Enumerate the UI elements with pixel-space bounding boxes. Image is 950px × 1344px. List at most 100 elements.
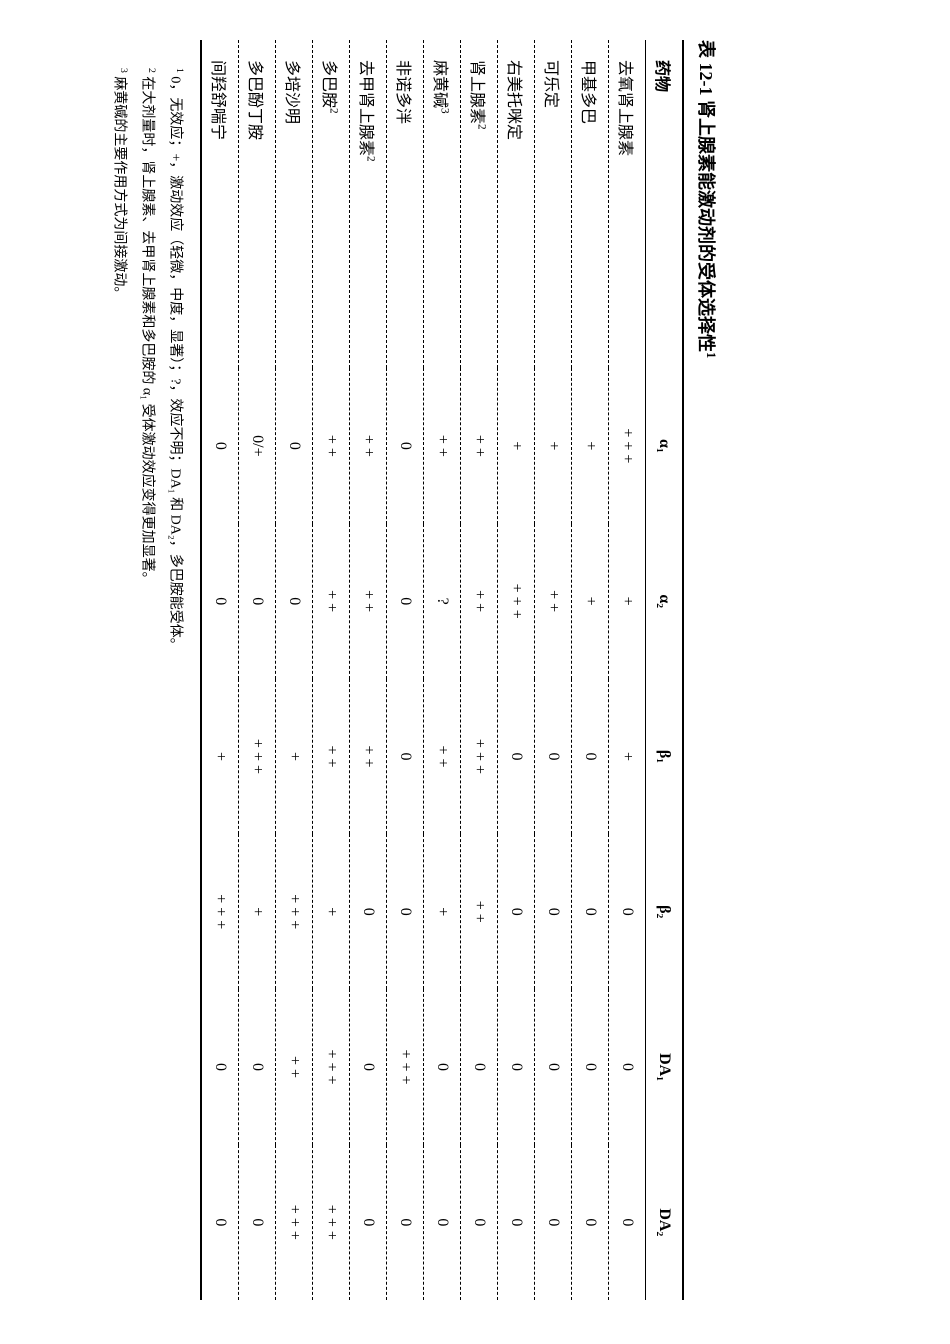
cell-b1: 0 [572, 679, 609, 834]
table-row: 去氧肾上腺素+ + +++000 [609, 40, 646, 1300]
table-title: 表 12-1 肾上腺素能激动剂的受体选择性1 [694, 40, 720, 1300]
cell-b1: 0 [498, 679, 535, 834]
col-header-a2: α₂ [646, 524, 684, 679]
cell-da1: 0 [609, 989, 646, 1144]
cell-a1: 0/+ [239, 368, 276, 523]
cell-da2: 0 [535, 1145, 572, 1300]
drug-name: 甲基多巴 [579, 60, 596, 124]
title-text: 表 12-1 肾上腺素能激动剂的受体选择性 [696, 40, 716, 352]
cell-b1: + [201, 679, 239, 834]
cell-b2: 0 [350, 834, 387, 989]
cell-a1: + + [461, 368, 498, 523]
table-row: 多巴胺2+ ++ ++ +++ + ++ + + [313, 40, 350, 1300]
cell-da2: 0 [498, 1145, 535, 1300]
cell-drug: 多巴胺2 [313, 40, 350, 368]
cell-a2: 0 [239, 524, 276, 679]
cell-da2: 0 [572, 1145, 609, 1300]
cell-da1: + + [276, 989, 313, 1144]
drug-sup: 2 [475, 124, 487, 130]
cell-da1: + + + [313, 989, 350, 1144]
selectivity-table: 药物 α₁ α₂ β₁ β₂ DA₁ DA₂ 去氧肾上腺素+ + +++000甲… [200, 40, 684, 1300]
col-header-drug: 药物 [646, 40, 684, 368]
table-body: 去氧肾上腺素+ + +++000甲基多巴++0000可乐定++ +0000右美托… [201, 40, 646, 1300]
drug-sup: 2 [327, 108, 339, 114]
cell-drug: 肾上腺素2 [461, 40, 498, 368]
cell-a2: + + [461, 524, 498, 679]
drug-name: 麻黄碱 [431, 60, 448, 108]
cell-drug: 去甲肾上腺素2 [350, 40, 387, 368]
cell-b1: + [276, 679, 313, 834]
cell-a1: + [535, 368, 572, 523]
footnote: 1 0，无效应；+，激动效应（轻微，中度，显著）；?，效应不明；DA₁ 和 DA… [162, 40, 188, 1300]
cell-a2: + + [535, 524, 572, 679]
cell-b1: 0 [387, 679, 424, 834]
table-row: 间羟舒喘宁00++ + +00 [201, 40, 239, 1300]
cell-da2: 0 [609, 1145, 646, 1300]
cell-b1: + + [424, 679, 461, 834]
cell-a1: + [498, 368, 535, 523]
table-row: 肾上腺素2+ ++ ++ + ++ +00 [461, 40, 498, 1300]
cell-a2: + [609, 524, 646, 679]
cell-drug: 多培沙明 [276, 40, 313, 368]
cell-da2: 0 [201, 1145, 239, 1300]
footnote: 3 麻黄碱的主要作用方式为间接激动。 [106, 40, 132, 1300]
cell-drug: 去氧肾上腺素 [609, 40, 646, 368]
cell-b1: + [609, 679, 646, 834]
cell-a2: + + [313, 524, 350, 679]
cell-a2: + + [350, 524, 387, 679]
cell-a2: ? [424, 524, 461, 679]
col-header-a1: α₁ [646, 368, 684, 523]
drug-name: 非诺多泮 [394, 60, 411, 124]
cell-b2: 0 [387, 834, 424, 989]
drug-name: 右美托咪定 [505, 60, 522, 140]
cell-da2: 0 [387, 1145, 424, 1300]
cell-b1: + + [350, 679, 387, 834]
drug-name: 多培沙明 [283, 60, 300, 124]
cell-da2: + + + [313, 1145, 350, 1300]
cell-b2: + [424, 834, 461, 989]
footnote-text: 0，无效应；+，激动效应（轻微，中度，显著）；?，效应不明；DA₁ 和 DA₂，… [167, 73, 182, 652]
cell-b2: + + + [276, 834, 313, 989]
footnotes: 1 0，无效应；+，激动效应（轻微，中度，显著）；?，效应不明；DA₁ 和 DA… [106, 40, 188, 1300]
cell-a1: 0 [201, 368, 239, 523]
cell-da2: 0 [239, 1145, 276, 1300]
cell-a2: 0 [201, 524, 239, 679]
cell-a1: 0 [387, 368, 424, 523]
cell-drug: 麻黄碱3 [424, 40, 461, 368]
cell-da2: 0 [350, 1145, 387, 1300]
footnote: 2 在大剂量时，肾上腺素、去甲肾上腺素和多巴胺的 α₁ 受体激动效应变得更加显著… [134, 40, 160, 1300]
cell-a1: + + + [609, 368, 646, 523]
drug-name: 可乐定 [542, 60, 559, 108]
col-header-b2: β₂ [646, 834, 684, 989]
cell-a1: + + [313, 368, 350, 523]
drug-sup: 3 [438, 108, 450, 114]
col-header-b1: β₁ [646, 679, 684, 834]
cell-a2: + [572, 524, 609, 679]
col-header-da2: DA₂ [646, 1145, 684, 1300]
cell-da1: 0 [350, 989, 387, 1144]
cell-b1: + + + [239, 679, 276, 834]
cell-a1: + [572, 368, 609, 523]
title-sup: 1 [704, 352, 718, 358]
cell-da1: 0 [424, 989, 461, 1144]
cell-da2: 0 [461, 1145, 498, 1300]
table-row: 麻黄碱3+ +?+ ++00 [424, 40, 461, 1300]
drug-name: 间羟舒喘宁 [209, 60, 226, 140]
cell-drug: 右美托咪定 [498, 40, 535, 368]
cell-da1: + + + [387, 989, 424, 1144]
cell-a2: 0 [276, 524, 313, 679]
cell-b2: + + + [201, 834, 239, 989]
drug-name: 多巴胺 [320, 60, 337, 108]
cell-da1: 0 [535, 989, 572, 1144]
cell-a1: 0 [276, 368, 313, 523]
cell-da1: 0 [572, 989, 609, 1144]
cell-b2: 0 [498, 834, 535, 989]
table-row: 去甲肾上腺素2+ ++ ++ +000 [350, 40, 387, 1300]
footnote-text: 在大剂量时，肾上腺素、去甲肾上腺素和多巴胺的 α₁ 受体激动效应变得更加显著。 [140, 73, 155, 586]
cell-a1: + + [350, 368, 387, 523]
cell-drug: 非诺多泮 [387, 40, 424, 368]
cell-b2: 0 [572, 834, 609, 989]
drug-name: 多巴酚丁胺 [246, 60, 263, 140]
col-header-da1: DA₁ [646, 989, 684, 1144]
footnote-text: 麻黄碱的主要作用方式为间接激动。 [112, 73, 127, 301]
